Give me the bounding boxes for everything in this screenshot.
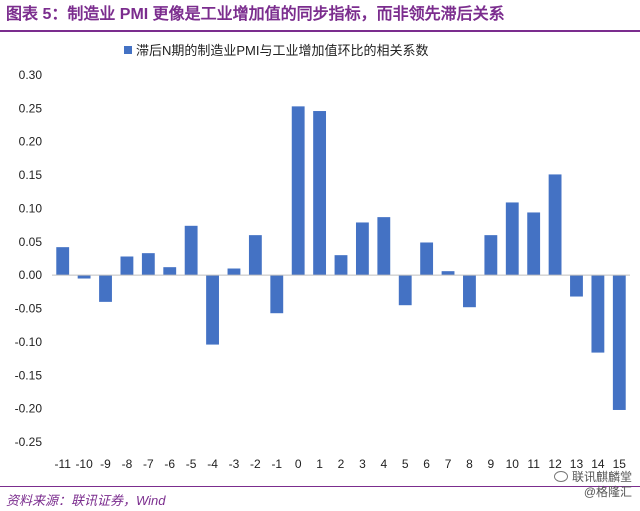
bar <box>355 222 369 276</box>
chart-title: 图表 5：制造业 PMI 更像是工业增加值的同步指标，而非领先滞后关系 <box>6 6 505 23</box>
bar <box>184 225 198 276</box>
x-tick-label: -6 <box>164 457 175 471</box>
source-note: 资料来源：联讯证券，Wind <box>6 493 166 508</box>
x-tick-label: 1 <box>316 457 323 471</box>
chart-legend: 滞后N期的制造业PMI与工业增加值环比的相关系数 <box>124 43 429 58</box>
x-tick-label: -11 <box>54 457 71 471</box>
bar <box>163 267 177 276</box>
watermark-account: 联讯麒麟堂 <box>571 470 632 484</box>
x-tick-label: 14 <box>591 457 605 471</box>
bar <box>398 275 412 306</box>
x-tick-label: -4 <box>207 457 218 471</box>
bar <box>612 275 626 410</box>
bars <box>56 106 626 410</box>
y-tick-label: -0.20 <box>15 402 43 416</box>
bar <box>141 253 155 276</box>
x-tick-label: -3 <box>229 457 240 471</box>
x-tick-label: 11 <box>527 457 540 471</box>
wechat-icon <box>553 471 568 482</box>
x-tick-label: 7 <box>445 457 452 471</box>
x-tick-label: -7 <box>143 457 154 471</box>
legend-label: 滞后N期的制造业PMI与工业增加值环比的相关系数 <box>136 43 429 58</box>
bar <box>227 268 241 276</box>
x-tick-label: 8 <box>466 457 473 471</box>
bar <box>56 247 70 276</box>
bar <box>570 275 583 297</box>
y-tick-label: 0.10 <box>19 201 43 215</box>
x-tick-label: -1 <box>271 457 282 471</box>
x-tick-label: -5 <box>186 457 197 471</box>
bar <box>77 275 91 279</box>
x-axis: -11 -10 -9 -8 -7 -6 -5 -4 -3 -2 -1 0 1 2 3 4 5 6 7 8 9 10 11 12… <box>54 457 626 471</box>
bar <box>206 275 219 345</box>
y-tick-label: 0.00 <box>19 268 43 282</box>
x-tick-label: 4 <box>380 457 387 471</box>
bar <box>291 106 305 276</box>
bar <box>591 275 605 353</box>
source-divider <box>0 486 640 487</box>
bar <box>377 217 391 276</box>
bar <box>270 275 284 314</box>
bar <box>334 255 348 276</box>
y-axis: 0.30 0.25 0.20 0.15 0.10 0.05 0.00 -0.05 -0.10 -0… <box>15 68 43 449</box>
y-tick-label: 0.20 <box>19 135 43 149</box>
x-tick-label: 9 <box>488 457 495 471</box>
y-tick-label: 0.30 <box>19 68 43 82</box>
bar <box>120 256 134 276</box>
y-tick-label: 0.15 <box>19 168 43 182</box>
title-divider <box>0 30 640 32</box>
x-tick-label: 12 <box>548 457 562 471</box>
bar <box>484 235 498 276</box>
bar-chart: 滞后N期的制造业PMI与工业增加值环比的相关系数 0.30 0.25 0.20 0.1… <box>15 43 630 471</box>
x-tick-label: 6 <box>423 457 430 471</box>
watermark: 联讯麒麟堂 @格隆汇 <box>553 470 632 500</box>
x-tick-label: 5 <box>402 457 409 471</box>
bar <box>548 174 562 276</box>
x-tick-label: 2 <box>338 457 345 471</box>
watermark-site: @格隆汇 <box>583 485 632 499</box>
x-tick-label: 3 <box>359 457 366 471</box>
bar <box>248 235 262 276</box>
x-tick-label: 15 <box>613 457 627 471</box>
y-tick-label: 0.25 <box>19 101 43 115</box>
x-tick-label: 0 <box>295 457 302 471</box>
bar <box>420 242 434 276</box>
bar <box>313 111 327 276</box>
y-tick-label: -0.05 <box>15 302 43 316</box>
x-tick-label: -9 <box>100 457 111 471</box>
x-tick-label: -2 <box>250 457 261 471</box>
y-tick-label: -0.10 <box>15 335 43 349</box>
x-tick-label: 10 <box>506 457 520 471</box>
bar <box>527 212 541 276</box>
x-tick-label: -8 <box>122 457 133 471</box>
bar <box>505 202 519 276</box>
x-tick-label: -10 <box>75 457 93 471</box>
y-tick-label: 0.05 <box>19 235 43 249</box>
y-tick-label: -0.15 <box>15 368 43 382</box>
y-tick-label: -0.25 <box>15 435 43 449</box>
bar <box>99 275 112 302</box>
x-tick-label: 13 <box>570 457 584 471</box>
bar <box>441 271 455 276</box>
legend-swatch <box>124 46 132 54</box>
bar <box>463 275 476 308</box>
